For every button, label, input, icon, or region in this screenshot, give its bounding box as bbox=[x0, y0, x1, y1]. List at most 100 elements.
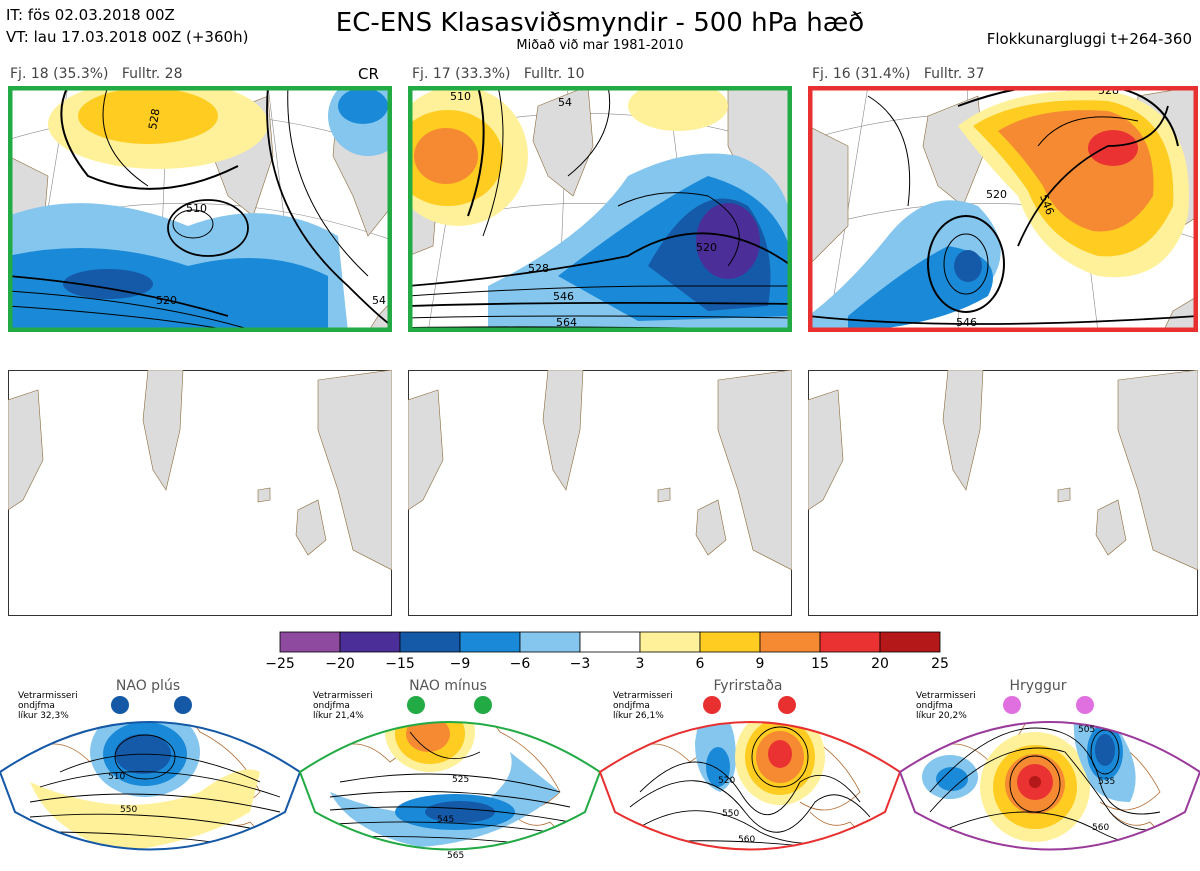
regime-3-contour-label-1: 520 bbox=[718, 776, 735, 786]
regime-1-note-2: ondjfma bbox=[18, 701, 55, 711]
colorbar-swatch bbox=[759, 631, 821, 653]
cluster-2-representative: Fulltr. 10 bbox=[523, 66, 585, 82]
colorbar-swatch bbox=[459, 631, 521, 653]
colorbar-tick-label: −9 bbox=[450, 656, 471, 672]
empty-map-3 bbox=[808, 370, 1198, 616]
cluster-2-contour-label-6: 510 bbox=[450, 90, 471, 103]
page-subtitle: Miðað við mar 1981-2010 bbox=[516, 38, 684, 53]
cluster-2-number: Fj. 17 (33.3%) bbox=[412, 66, 511, 82]
cluster-1-contour-label-2: 510 bbox=[186, 202, 207, 215]
regime-1-outline bbox=[0, 721, 302, 851]
cluster-1-label: Fj. 18 (35.3%) Fulltr. 28 bbox=[10, 66, 183, 82]
regime-1-note-1: Vetrarmisseri bbox=[18, 691, 78, 701]
colorbar-tick-label: 20 bbox=[871, 656, 889, 672]
cluster-3-map: 528 520 546 546 bbox=[808, 86, 1198, 332]
colorbar-tick-label: −20 bbox=[325, 656, 355, 672]
regime-1-dot bbox=[174, 696, 192, 714]
page-title: EC-ENS Klasasviðsmyndir - 500 hPa hæð bbox=[335, 8, 865, 38]
regime-3-dot bbox=[778, 696, 796, 714]
regime-3-note-1: Vetrarmisseri bbox=[613, 691, 673, 701]
regime-4-outline bbox=[898, 721, 1200, 851]
colorbar-swatch bbox=[819, 631, 881, 653]
colorbar-tick-label: 15 bbox=[811, 656, 829, 672]
cluster-3-border bbox=[808, 86, 1198, 332]
cluster-1-contour-label-1: 528 bbox=[146, 108, 162, 131]
regime-3-note-3: líkur 26,1% bbox=[613, 711, 664, 721]
regime-4-dot bbox=[1076, 696, 1094, 714]
cluster-1-number: Fj. 18 (35.3%) bbox=[10, 66, 109, 82]
cluster-1-tag: CR bbox=[358, 65, 379, 83]
regime-3-title: Fyrirstaða bbox=[714, 678, 783, 694]
colorbar-tick-label: −6 bbox=[510, 656, 531, 672]
cluster-1-map: 528 510 520 54 bbox=[8, 86, 392, 332]
cluster-2-contour-label-1: 54 bbox=[558, 96, 572, 109]
regime-4-note-1: Vetrarmisseri bbox=[916, 691, 976, 701]
empty-map-2 bbox=[408, 370, 792, 616]
colorbar-swatch bbox=[519, 631, 581, 653]
colorbar-swatch bbox=[699, 631, 761, 653]
cluster-2-contour-label-2: 528 bbox=[528, 262, 549, 275]
colorbar-tick-label: −3 bbox=[570, 656, 591, 672]
empty-map-1 bbox=[8, 370, 392, 616]
regime-4-dot bbox=[1003, 696, 1021, 714]
cluster-2-contour-label-3: 546 bbox=[553, 290, 574, 303]
cluster-3-contour-label-2: 520 bbox=[986, 188, 1007, 201]
regime-1-note-3: líkur 32,3% bbox=[18, 711, 69, 721]
cluster-2-contour-label-4: 564 bbox=[556, 316, 577, 329]
regime-4-contour-label-3: 560 bbox=[1092, 823, 1109, 833]
regime-2-note-3: líkur 21,4% bbox=[313, 711, 364, 721]
colorbar-swatch bbox=[579, 631, 641, 653]
regime-3-contour-label-2: 550 bbox=[722, 809, 739, 819]
cluster-3-representative: Fulltr. 37 bbox=[923, 66, 985, 82]
regime-panels: NAO plús NAO mínus Fyrirstaða Hryggur Ve… bbox=[0, 678, 1200, 861]
cluster-3-number: Fj. 16 (31.4%) bbox=[812, 66, 911, 82]
colorbar: −25 −20 −15 −9 −6 −3 3 6 9 15 20 25 bbox=[265, 631, 949, 672]
regime-2-dot bbox=[407, 696, 425, 714]
regime-2-note-2: ondjfma bbox=[313, 701, 350, 711]
classification-window: Flokkunargluggi t+264-360 bbox=[986, 30, 1192, 48]
colorbar-tick-label: 6 bbox=[696, 656, 705, 672]
colorbar-tick-label: 9 bbox=[756, 656, 765, 672]
colorbar-swatch bbox=[279, 631, 341, 653]
cluster-3-contour-label-4: 546 bbox=[956, 316, 977, 329]
initial-time: IT: fös 02.03.2018 00Z bbox=[6, 6, 175, 24]
regime-1-dot bbox=[111, 696, 129, 714]
colorbar-tick-label: −15 bbox=[385, 656, 415, 672]
colorbar-swatch bbox=[399, 631, 461, 653]
colorbar-tick-label: 3 bbox=[636, 656, 645, 672]
cluster-3-contour-label-1: 528 bbox=[1098, 86, 1119, 97]
regime-4-note-2: ondjfma bbox=[916, 701, 953, 711]
regime-2-dot bbox=[474, 696, 492, 714]
colorbar-ticks: −25 −20 −15 −9 −6 −3 3 6 9 15 20 25 bbox=[265, 656, 949, 672]
regime-2-contour-label-1: 525 bbox=[452, 775, 469, 785]
cluster-2-contour-label-5: 520 bbox=[696, 241, 717, 254]
regime-2-contour-label-3: 565 bbox=[447, 851, 464, 861]
regime-3-contour-label-3: 560 bbox=[738, 835, 755, 845]
cluster-3-label: Fj. 16 (31.4%) Fulltr. 37 bbox=[812, 66, 985, 82]
regime-4-note-3: líkur 20,2% bbox=[916, 711, 967, 721]
colorbar-swatch bbox=[879, 631, 941, 653]
cluster-1-border bbox=[8, 86, 392, 332]
colorbar-swatch bbox=[639, 631, 701, 653]
regime-2-title: NAO mínus bbox=[409, 678, 487, 694]
cluster-2-label: Fj. 17 (33.3%) Fulltr. 10 bbox=[412, 66, 585, 82]
colorbar-swatch bbox=[339, 631, 401, 653]
cluster-2-border bbox=[408, 86, 792, 332]
valid-time: VT: lau 17.03.2018 00Z (+360h) bbox=[6, 28, 249, 46]
colorbar-swatches bbox=[279, 631, 941, 653]
regime-4-contour-label-1: 505 bbox=[1078, 725, 1095, 735]
regime-1-contour-label-1: 510 bbox=[108, 772, 125, 782]
colorbar-tick-label: 25 bbox=[931, 656, 949, 672]
regime-4-title: Hryggur bbox=[1010, 678, 1067, 694]
regime-2-note-1: Vetrarmisseri bbox=[313, 691, 373, 701]
colorbar-tick-label: −25 bbox=[265, 656, 295, 672]
regime-3-dot bbox=[703, 696, 721, 714]
header-dates: IT: fös 02.03.2018 00Z VT: lau 17.03.201… bbox=[6, 4, 248, 48]
regime-1-contour-label-2: 550 bbox=[120, 805, 137, 815]
regime-2-outline bbox=[298, 721, 602, 851]
cluster-1-contour-label-4: 54 bbox=[372, 294, 386, 307]
regime-3-note-2: ondjfma bbox=[613, 701, 650, 711]
cluster-2-map: 54 528 546 564 520 510 bbox=[408, 86, 792, 332]
cluster-1-contour-label-3: 520 bbox=[156, 294, 177, 307]
regime-1-title: NAO plús bbox=[116, 678, 180, 694]
